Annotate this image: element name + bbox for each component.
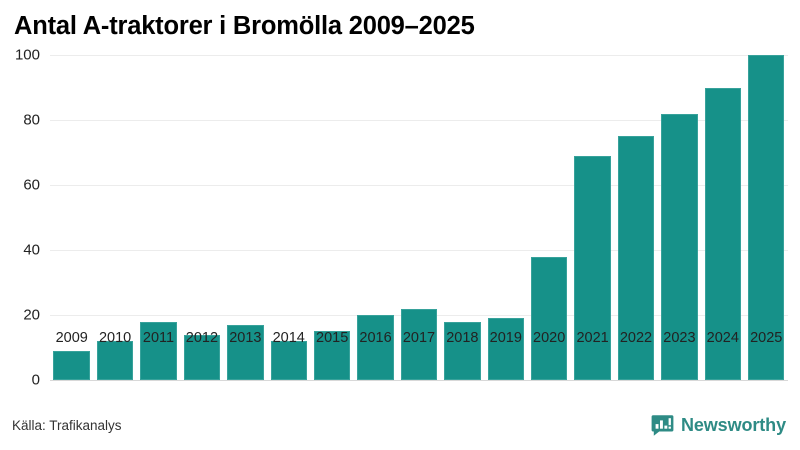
y-axis-tick-label: 0 (31, 371, 40, 389)
chart-footer: Källa: Trafikanalys Newsworthy (0, 406, 800, 450)
x-axis-tick-label: 2010 (98, 330, 132, 346)
x-axis-tick-label: 2020 (533, 330, 566, 346)
x-axis-tick-label: 2016 (359, 330, 392, 346)
bar-slot (745, 55, 788, 380)
gridline (50, 185, 788, 186)
bar[interactable] (227, 324, 264, 380)
bar[interactable] (357, 315, 394, 380)
newsworthy-logo[interactable]: Newsworthy (651, 414, 786, 437)
x-axis-tick-label: 2011 (142, 330, 175, 346)
bar[interactable] (617, 136, 655, 380)
bar[interactable] (53, 350, 90, 380)
plot-area: 0 20 40 60 80 100 (0, 47, 800, 390)
y-axis-tick-label: 40 (23, 241, 40, 259)
bar-slot (180, 55, 223, 380)
bar[interactable] (444, 321, 481, 380)
bar-slot (224, 55, 267, 380)
x-axis-tick-label: 2022 (619, 330, 653, 346)
bar-slot (614, 55, 657, 380)
bar[interactable] (400, 308, 438, 380)
bar[interactable] (96, 341, 134, 380)
bar[interactable] (487, 318, 524, 380)
bar-slot (93, 55, 136, 380)
x-axis-tick-label: 2024 (706, 330, 739, 346)
bar[interactable] (747, 55, 785, 380)
bar[interactable] (704, 87, 742, 380)
bar[interactable] (270, 341, 307, 380)
gridline (50, 55, 788, 56)
y-axis-tick-label: 100 (14, 46, 40, 64)
x-axis-tick-label: 2017 (402, 330, 436, 346)
x-axis-tick-label: 2025 (750, 330, 783, 346)
bar-slot (137, 55, 180, 380)
bar[interactable] (183, 334, 221, 380)
chart-title: Antal A-traktorer i Bromölla 2009–2025 (14, 12, 475, 40)
x-axis: 2009 2010 2011 2012 2013 2014 2015 2016 2017 2018… (50, 330, 788, 346)
x-axis-tick-label: 2012 (185, 330, 219, 346)
brand-name: Newsworthy (680, 415, 786, 435)
y-axis-tick-label: 20 (23, 306, 40, 324)
bar[interactable] (574, 155, 611, 380)
bar-slot (50, 55, 93, 380)
gridline (50, 250, 788, 251)
gridline (50, 120, 788, 121)
y-axis: 0 20 40 60 80 100 (0, 47, 46, 389)
x-axis-tick-label: 2018 (446, 330, 479, 346)
bar-chart-bubble-icon (651, 414, 674, 437)
bar-slot (267, 55, 310, 380)
bar-slot (571, 55, 614, 380)
bar[interactable] (530, 256, 568, 380)
x-axis-tick-label: 2019 (489, 330, 522, 346)
bar-slot (658, 55, 701, 380)
y-axis-tick-label: 80 (23, 111, 40, 129)
y-axis-tick-label: 60 (23, 176, 40, 194)
source-note: Källa: Trafikanalys (12, 418, 122, 433)
bar[interactable] (313, 331, 351, 380)
bar-slot (354, 55, 397, 380)
bar-slot (527, 55, 570, 380)
x-axis-tick-label: 2014 (272, 330, 305, 346)
bar-series (50, 55, 788, 380)
bar[interactable] (140, 321, 177, 380)
x-axis-tick-label: 2013 (229, 330, 262, 346)
bar-slot (484, 55, 527, 380)
bar[interactable] (661, 113, 698, 380)
bar-slot (441, 55, 484, 380)
bar-slot (310, 55, 353, 380)
gridline (50, 380, 788, 381)
bar-slot (397, 55, 440, 380)
x-axis-tick-label: 2009 (55, 330, 88, 346)
x-axis-tick-label: 2021 (576, 330, 609, 346)
x-axis-tick-label: 2015 (316, 330, 349, 346)
x-axis-tick-label: 2023 (663, 330, 696, 346)
bar-slot (701, 55, 744, 380)
